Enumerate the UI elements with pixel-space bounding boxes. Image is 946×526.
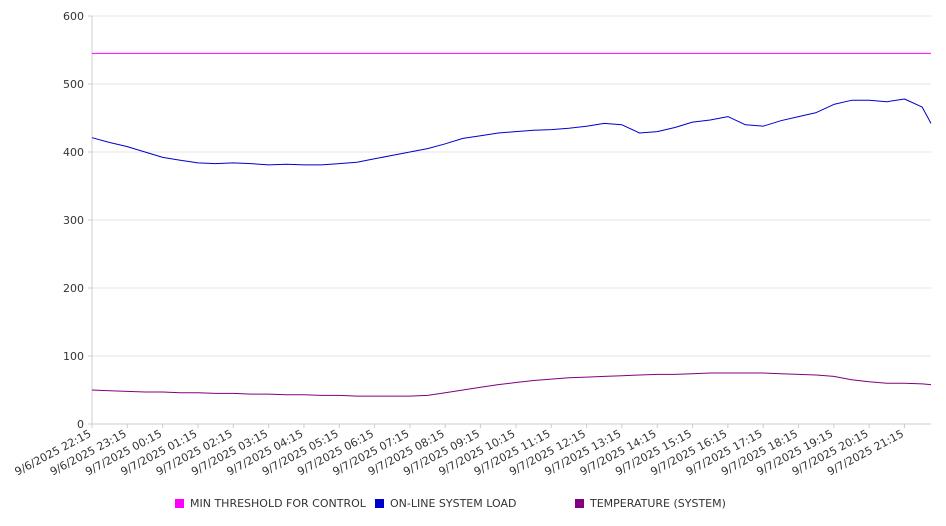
- legend-item-min-threshold: MIN THRESHOLD FOR CONTROL: [175, 497, 366, 510]
- legend-swatch-online-system-load: [375, 499, 384, 508]
- legend-label-min-threshold: MIN THRESHOLD FOR CONTROL: [190, 497, 366, 510]
- y-axis-ticks: 0 100 200 300 400 500 600: [63, 10, 92, 431]
- legend-item-online-system-load: ON-LINE SYSTEM LOAD: [375, 497, 516, 510]
- legend-item-temperature-system: TEMPERATURE (SYSTEM): [575, 497, 726, 510]
- y-tick-label: 100: [63, 350, 84, 363]
- y-tick-label: 400: [63, 146, 84, 159]
- legend-swatch-temperature-system: [575, 499, 584, 508]
- legend-swatch-min-threshold: [175, 499, 184, 508]
- y-tick-label: 200: [63, 282, 84, 295]
- y-tick-label: 300: [63, 214, 84, 227]
- legend-label-temperature-system: TEMPERATURE (SYSTEM): [590, 497, 726, 510]
- x-axis-ticks: 9/6/2025 22:159/6/2025 23:159/7/2025 00:…: [13, 424, 906, 478]
- series-line-1: [91, 98, 932, 166]
- gridlines: [92, 15, 931, 357]
- series-line-2: [91, 372, 932, 397]
- y-tick-label: 0: [77, 418, 84, 431]
- legend: MIN THRESHOLD FOR CONTROL ON-LINE SYSTEM…: [0, 497, 946, 515]
- legend-label-online-system-load: ON-LINE SYSTEM LOAD: [390, 497, 517, 510]
- y-tick-label: 500: [63, 78, 84, 91]
- series-lines: [91, 52, 932, 397]
- y-tick-label: 600: [63, 10, 84, 23]
